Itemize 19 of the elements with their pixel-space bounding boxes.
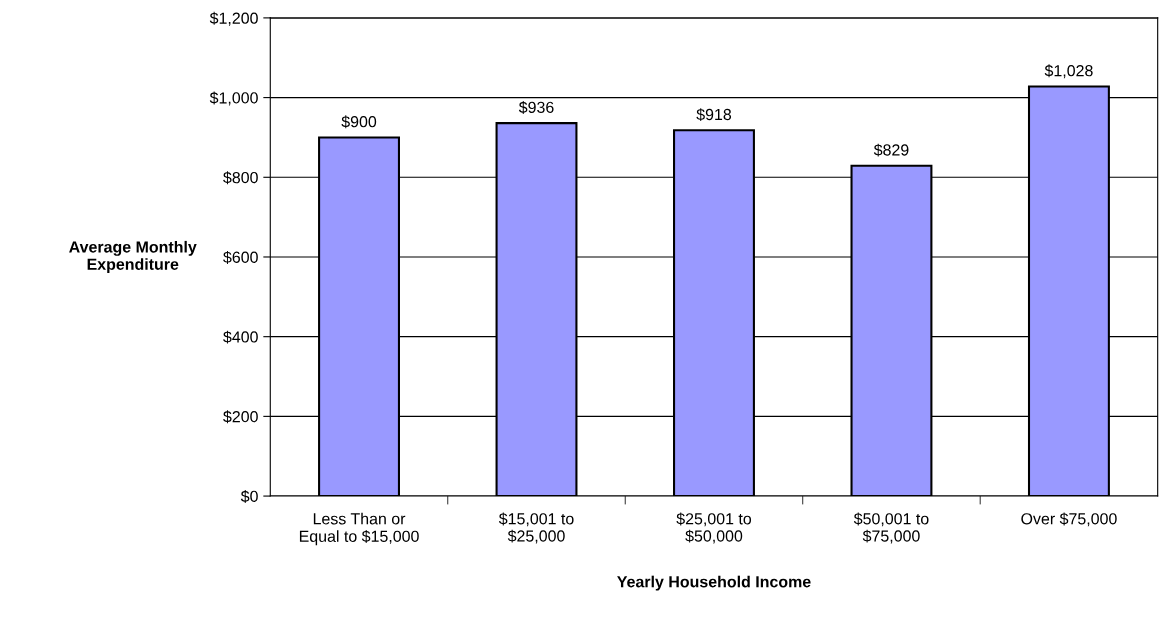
x-tick-label: Less Than or Equal to $15,000	[299, 512, 419, 546]
y-tick-label: $200	[223, 410, 258, 424]
x-tick-label: $50,001 to $75,000	[853, 512, 929, 544]
data-label: $829	[873, 143, 909, 157]
data-label: $936	[518, 101, 554, 114]
y-tick-label: $1,200	[209, 11, 258, 26]
x-tick-label: Over $75,000	[1021, 512, 1117, 527]
y-axis-title: Average Monthly Expenditure	[69, 240, 197, 274]
x-tick-label: $15,001 to $25,000	[498, 512, 574, 544]
x-tick-label: $25,001 to $50,000	[676, 512, 752, 544]
data-label: $900	[341, 115, 377, 129]
data-label: $918	[696, 108, 732, 122]
data-label: $1,028	[1044, 64, 1093, 79]
y-tick-label: $800	[223, 171, 258, 185]
x-axis-title: Yearly Household Income	[617, 575, 811, 591]
y-tick-label: $0	[240, 490, 258, 503]
y-tick-label: $1,000	[209, 91, 258, 106]
y-tick-label: $600	[223, 250, 258, 264]
y-tick-label: $400	[223, 330, 258, 344]
